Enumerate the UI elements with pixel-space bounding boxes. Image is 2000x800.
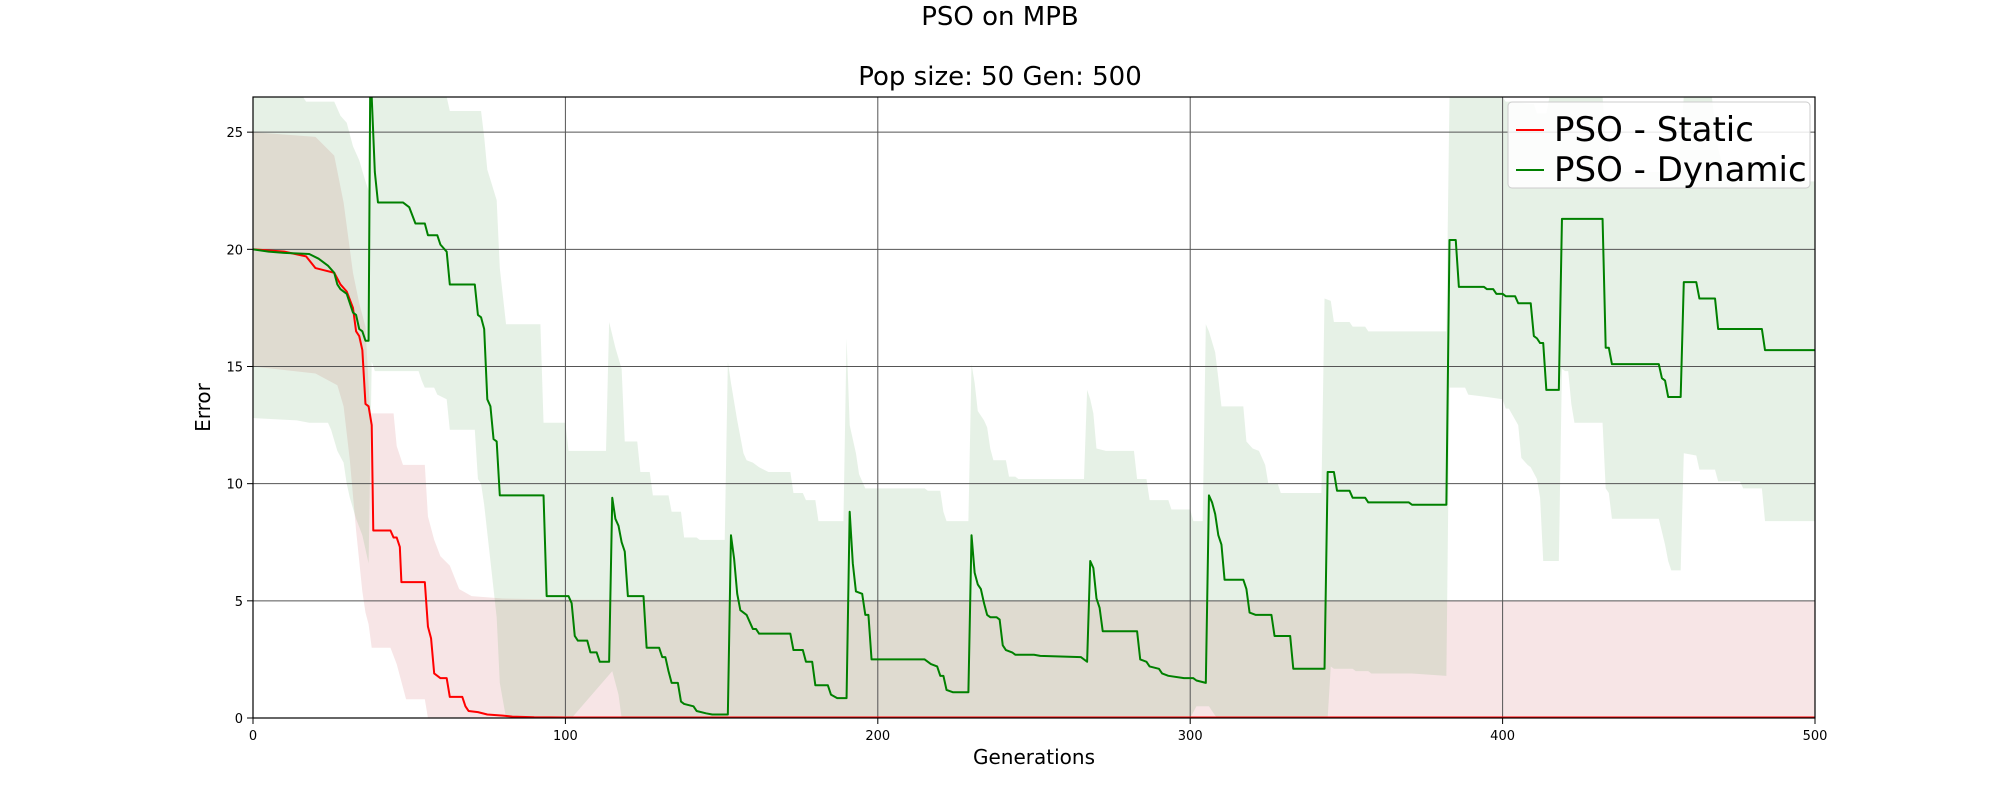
x-tick-label: 200 <box>865 729 890 744</box>
pso-dynamic-band <box>253 97 1815 718</box>
legend-box <box>1507 101 1811 189</box>
y-tick-label: 5 <box>235 595 243 610</box>
y-tick-label: 10 <box>226 478 243 493</box>
x-tick-label: 100 <box>553 729 578 744</box>
y-tick-label: 20 <box>226 243 243 258</box>
y-tick-label: 25 <box>226 126 243 141</box>
y-tick-label: 15 <box>226 360 243 375</box>
chart-title: PSO on MPB <box>921 2 1079 32</box>
x-tick-label: 0 <box>249 729 257 744</box>
legend-label: PSO - Static <box>1554 110 1754 150</box>
legend-label: PSO - Dynamic <box>1554 150 1807 190</box>
x-tick-label: 300 <box>1178 729 1203 744</box>
x-tick-label: 400 <box>1490 729 1515 744</box>
pso-dynamic-line <box>253 97 1815 716</box>
plot-area-frame <box>252 96 1816 719</box>
x-axis-label: Generations <box>973 745 1095 769</box>
pso-static-line <box>253 248 1815 718</box>
y-axis-label: Error <box>191 382 215 432</box>
x-tick-label: 500 <box>1803 729 1828 744</box>
chart-subtitle: Pop size: 50 Gen: 500 <box>858 62 1142 92</box>
y-tick-label: 0 <box>235 712 243 727</box>
